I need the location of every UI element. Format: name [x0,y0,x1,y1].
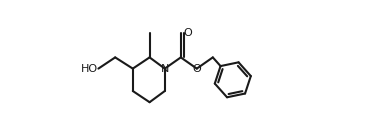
Text: HO: HO [81,64,98,74]
Text: N: N [160,64,169,74]
Text: O: O [192,64,201,74]
Text: O: O [184,28,192,38]
